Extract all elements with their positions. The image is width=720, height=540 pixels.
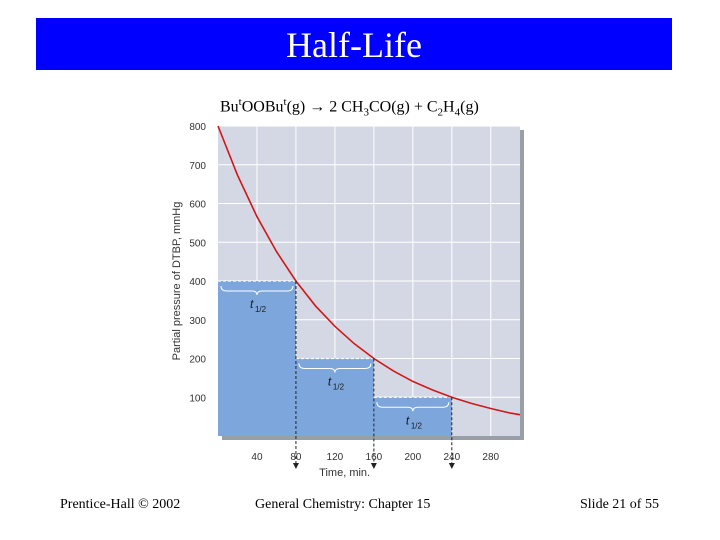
eq-sup: t	[283, 96, 287, 108]
half-life-brace	[298, 363, 372, 373]
x-tick-label: 280	[482, 452, 499, 463]
half-life-brace	[220, 285, 294, 296]
x-axis-label: Time, min.	[319, 467, 370, 479]
eq-part: (g)	[460, 98, 479, 116]
arrow-head	[370, 463, 377, 469]
footer-publisher: Prentice-Hall © 2002	[60, 497, 181, 512]
y-tick-label: 800	[189, 122, 206, 133]
title-bar: Half-Life	[36, 18, 672, 70]
y-tick-label: 500	[189, 238, 206, 249]
half-life-block	[295, 358, 374, 436]
footer-chapter: General Chemistry: Chapter 15	[255, 497, 431, 512]
eq-part: (g) → 2 CH	[286, 98, 364, 116]
x-tick-label: 40	[251, 452, 263, 463]
y-tick-label: 600	[189, 200, 206, 211]
eq-part: CO(g) + C	[368, 98, 438, 116]
eq-sup: t	[238, 96, 242, 108]
eq-sub: 3	[363, 106, 369, 119]
y-tick-label: 400	[189, 277, 206, 288]
eq-part: H	[443, 98, 455, 116]
eq-sub: 2	[437, 106, 444, 119]
arrow-head	[448, 463, 455, 469]
eq-part: OOBu	[241, 98, 284, 116]
eq-part: Bu	[220, 98, 239, 116]
reaction-equation: ButOOBut(g) → 2 CH3CO(g) + C2H4(g)	[220, 96, 520, 119]
x-tick-label: 200	[404, 452, 421, 463]
footer-slide-number: Slide 21 of 55	[580, 497, 659, 512]
y-axis-label: Partial pressure of DTBP, mmHg	[171, 202, 183, 361]
half-life-block	[218, 281, 296, 436]
y-tick-label: 300	[189, 316, 206, 327]
half-life-label-sub: 1/2	[255, 305, 267, 314]
y-tick-label: 700	[189, 161, 206, 172]
half-life-label: t	[406, 413, 410, 427]
arrow-head	[292, 463, 299, 469]
x-tick-label: 160	[366, 452, 383, 463]
x-tick-label: 240	[443, 452, 460, 463]
x-tick-label: 120	[327, 452, 344, 463]
eq-sub: 4	[454, 106, 461, 119]
y-tick-label: 200	[189, 355, 206, 366]
half-life-label: t	[328, 375, 332, 389]
half-life-brace	[376, 402, 450, 412]
x-tick-label: 80	[290, 452, 302, 463]
half-life-label-sub: 1/2	[411, 421, 423, 430]
half-life-label: t	[250, 297, 254, 311]
slide-title: Half-Life	[286, 25, 422, 65]
half-life-block	[373, 397, 452, 436]
y-tick-label: 100	[189, 393, 206, 404]
half-life-label-sub: 1/2	[333, 383, 345, 392]
